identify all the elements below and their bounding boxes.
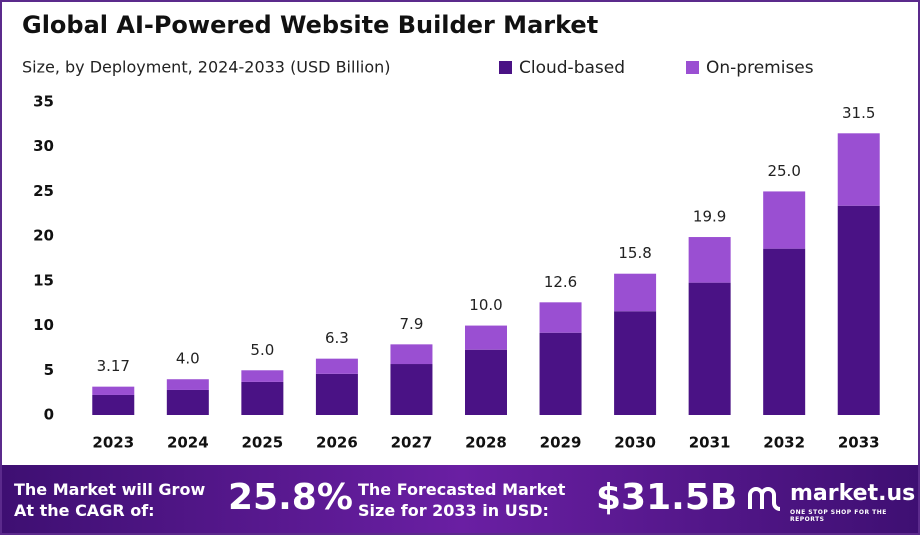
cagr-text: The Market will Grow At the CAGR of: <box>14 480 206 520</box>
x-tick-label: 2032 <box>763 434 805 452</box>
x-tick-label: 2025 <box>241 434 283 452</box>
bar-segment <box>241 370 284 382</box>
brand: market.us <box>790 481 916 506</box>
tagline: ONE STOP SHOP FOR THE REPORTS <box>790 509 887 523</box>
total-label: 4.0 <box>176 350 200 368</box>
x-tick-label: 2026 <box>316 434 358 452</box>
x-tick-label: 2023 <box>92 434 134 452</box>
legend-label: On-premises <box>706 58 814 78</box>
footer: The Market will Grow At the CAGR of: 25.… <box>2 465 918 533</box>
bar-segment <box>315 358 358 374</box>
bar-segment <box>390 364 433 415</box>
cagr-value: 25.8% <box>228 477 353 518</box>
bar-segment <box>763 191 806 249</box>
x-tick-label: 2030 <box>614 434 656 452</box>
y-tick-label: 25 <box>33 182 54 200</box>
total-label: 5.0 <box>250 341 274 359</box>
brand-logo <box>748 487 781 511</box>
bar-segment <box>763 248 806 415</box>
chart-title: Global AI-Powered Website Builder Market <box>22 11 598 39</box>
y-tick-label: 5 <box>44 361 54 379</box>
bar-segment <box>539 332 582 415</box>
bar-segment <box>688 237 731 283</box>
x-tick-label: 2024 <box>167 434 209 452</box>
total-label: 19.9 <box>693 208 726 226</box>
forecast-text: The Forecasted Market Size for 2033 in U… <box>358 480 566 520</box>
y-tick-label: 20 <box>33 227 54 245</box>
y-tick-label: 30 <box>33 137 54 155</box>
bar-segment <box>465 349 507 415</box>
legend-swatch <box>499 61 512 74</box>
x-tick-label: 2033 <box>838 434 880 452</box>
chart-subtitle: Size, by Deployment, 2024-2033 (USD Bill… <box>22 58 391 77</box>
y-tick-label: 15 <box>33 271 54 289</box>
bar-segment <box>688 282 731 415</box>
legend-label: Cloud-based <box>519 58 625 78</box>
bar-segment <box>166 379 209 390</box>
y-tick-label: 10 <box>33 316 54 334</box>
bar-segment <box>390 344 433 365</box>
x-tick-label: 2031 <box>689 434 731 452</box>
bar-segment <box>837 205 880 415</box>
total-label: 10.0 <box>469 296 502 314</box>
x-tick-label: 2029 <box>540 434 582 452</box>
bar-segment <box>837 133 880 206</box>
bar-segment <box>92 394 135 415</box>
total-label: 6.3 <box>325 329 349 347</box>
forecast-value: $31.5B <box>596 477 738 518</box>
y-tick-label: 35 <box>33 93 54 111</box>
bar-segment <box>166 389 209 415</box>
total-label: 3.17 <box>97 357 130 375</box>
y-tick-label: 0 <box>44 406 54 424</box>
bar-segment <box>614 273 657 312</box>
bar-segment <box>614 311 657 415</box>
bar-segment <box>465 325 507 350</box>
chart: Global AI-Powered Website Builder Market… <box>22 11 880 452</box>
bar-segment <box>315 373 358 415</box>
x-tick-label: 2028 <box>465 434 507 452</box>
total-label: 12.6 <box>544 273 577 291</box>
total-label: 15.8 <box>618 244 651 262</box>
bar-segment <box>241 381 284 415</box>
total-label: 25.0 <box>767 162 800 180</box>
total-label: 31.5 <box>842 104 875 122</box>
x-tick-label: 2027 <box>391 434 433 452</box>
legend-swatch <box>686 61 699 74</box>
bar-segment <box>92 386 135 395</box>
total-label: 7.9 <box>400 315 424 333</box>
bar-segment <box>539 302 582 333</box>
